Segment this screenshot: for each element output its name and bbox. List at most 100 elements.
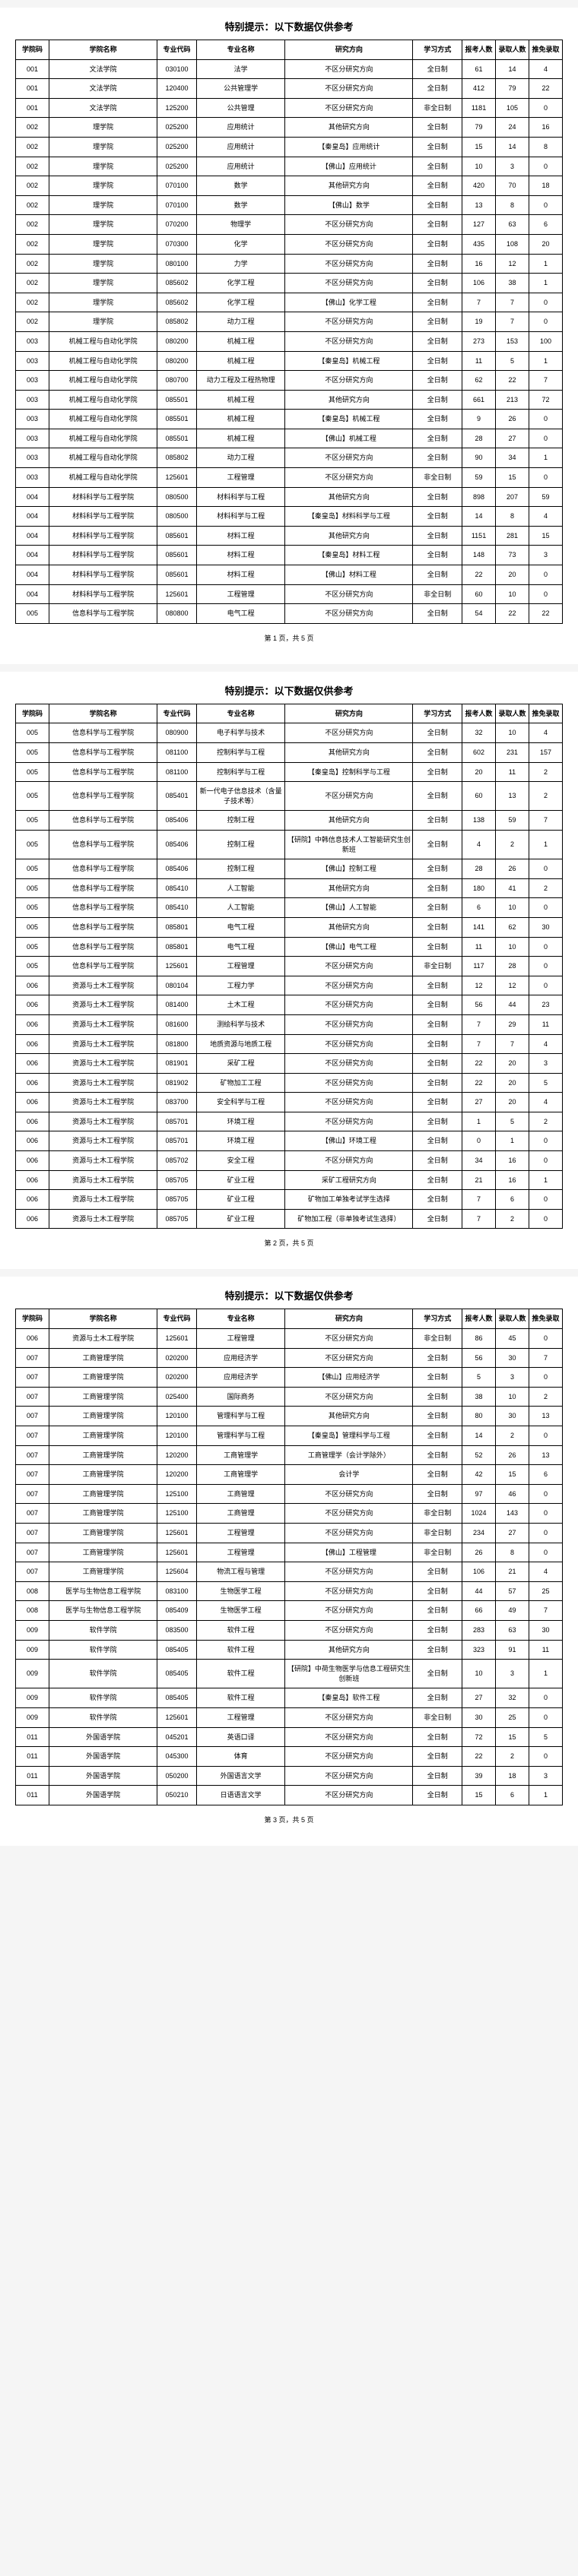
table-cell: 矿物加工工程 — [196, 1073, 284, 1093]
table-cell: 12 — [496, 976, 529, 995]
table-cell: 085802 — [157, 312, 197, 332]
table-cell: 不区分研究方向 — [285, 1786, 413, 1805]
table-cell: 125601 — [157, 468, 197, 488]
table-cell: 工程管理 — [196, 584, 284, 604]
table-cell: 工商管理学 — [196, 1465, 284, 1485]
table-cell: 工商管理学院 — [49, 1348, 157, 1368]
table-cell: 54 — [462, 604, 496, 624]
table-row: 005信息科学与工程学院085801电气工程其他研究方向全日制1416230 — [16, 917, 563, 937]
table-cell: 006 — [16, 1329, 49, 1349]
table-cell: 153 — [496, 331, 529, 351]
table-cell: 不区分研究方向 — [285, 1504, 413, 1524]
table-cell: 地质资源与地质工程 — [196, 1034, 284, 1054]
table-cell: 44 — [496, 995, 529, 1015]
header-row: 学院码学院名称专业代码专业名称研究方向学习方式报考人数录取人数推免录取 — [16, 1309, 563, 1329]
table-cell: 3 — [529, 1054, 562, 1074]
table-row: 002理学院025200应用统计【佛山】应用统计全日制1030 — [16, 157, 563, 176]
table-cell: 009 — [16, 1640, 49, 1660]
table-cell: 全日制 — [413, 1014, 462, 1034]
table-cell: 0 — [529, 312, 562, 332]
table-cell: 全日制 — [413, 565, 462, 585]
table-cell: 全日制 — [413, 546, 462, 565]
table-cell: 非全日制 — [413, 957, 462, 976]
table-cell: 125601 — [157, 957, 197, 976]
table-cell: 005 — [16, 859, 49, 879]
table-cell: 工程管理 — [196, 1707, 284, 1727]
table-cell: 16 — [496, 1170, 529, 1190]
table-cell: 213 — [496, 390, 529, 410]
table-cell: 143 — [496, 1504, 529, 1524]
table-cell: 125200 — [157, 98, 197, 118]
table-cell: 125100 — [157, 1484, 197, 1504]
table-row: 004材料科学与工程学院080500材料科学与工程其他研究方向全日制898207… — [16, 487, 563, 507]
table-cell: 44 — [462, 1581, 496, 1601]
table-cell: 不区分研究方向 — [285, 1707, 413, 1727]
table-cell: 007 — [16, 1523, 49, 1543]
table-cell: 不区分研究方向 — [285, 1562, 413, 1582]
table-cell: 理学院 — [49, 234, 157, 254]
table-cell: 085406 — [157, 859, 197, 879]
table-cell: 005 — [16, 937, 49, 957]
table-cell: 006 — [16, 995, 49, 1015]
table-cell: 002 — [16, 118, 49, 138]
table-cell: 资源与土木工程学院 — [49, 976, 157, 995]
table-cell: 085705 — [157, 1190, 197, 1210]
table-cell: 其他研究方向 — [285, 526, 413, 546]
table-cell: 不区分研究方向 — [285, 79, 413, 99]
table-cell: 5 — [529, 1727, 562, 1747]
table-cell: 002 — [16, 195, 49, 215]
table-cell: 004 — [16, 565, 49, 585]
table-cell: 不区分研究方向 — [285, 1348, 413, 1368]
table-cell: 全日制 — [413, 1484, 462, 1504]
table-cell: 7 — [462, 293, 496, 312]
table-cell: 控制工程 — [196, 859, 284, 879]
table-cell: 12 — [496, 254, 529, 274]
table-cell: 应用统计 — [196, 157, 284, 176]
table-cell: 信息科学与工程学院 — [49, 937, 157, 957]
table-cell: 理学院 — [49, 195, 157, 215]
table-cell: 007 — [16, 1348, 49, 1368]
table-cell: 英语口译 — [196, 1727, 284, 1747]
table-row: 009软件学院085405软件工程【研院】中荷生物医学与信息工程研究生创新班全日… — [16, 1660, 563, 1688]
table-cell: 应用统计 — [196, 118, 284, 138]
table-cell: 【佛山】材料工程 — [285, 565, 413, 585]
table-cell: 全日制 — [413, 507, 462, 527]
table-cell: 4 — [529, 1034, 562, 1054]
table-cell: 全日制 — [413, 1562, 462, 1582]
table-cell: 公共管理学 — [196, 79, 284, 99]
table-cell: 其他研究方向 — [285, 743, 413, 763]
table-cell: 非全日制 — [413, 98, 462, 118]
table-row: 004材料科学与工程学院080500材料科学与工程【秦皇岛】材料科学与工程全日制… — [16, 507, 563, 527]
table-cell: 软件工程 — [196, 1660, 284, 1688]
table-cell: 0 — [529, 1151, 562, 1171]
table-cell: 全日制 — [413, 917, 462, 937]
column-header: 学院名称 — [49, 40, 157, 60]
table-cell: 机械工程与自动化学院 — [49, 390, 157, 410]
table-cell: 22 — [462, 1054, 496, 1074]
table-cell: 全日制 — [413, 176, 462, 196]
table-cell: 27 — [496, 429, 529, 448]
table-cell: 工程管理 — [196, 1543, 284, 1562]
table-cell: 全日制 — [413, 1209, 462, 1229]
table-cell: 080200 — [157, 331, 197, 351]
table-row: 007工商管理学院125100工商管理不区分研究方向全日制97460 — [16, 1484, 563, 1504]
table-cell: 资源与土木工程学院 — [49, 1093, 157, 1112]
warning-text: 特别提示：以下数据仅供参考 — [15, 19, 563, 33]
table-cell: 不区分研究方向 — [285, 448, 413, 468]
table-cell: 4 — [529, 1093, 562, 1112]
table-cell: 8 — [496, 507, 529, 527]
table-cell: 非全日制 — [413, 1329, 462, 1349]
table-cell: 081400 — [157, 995, 197, 1015]
table-cell: 081100 — [157, 762, 197, 782]
table-cell: 全日制 — [413, 811, 462, 831]
table-cell: 125601 — [157, 1543, 197, 1562]
table-cell: 全日制 — [413, 762, 462, 782]
table-cell: 22 — [529, 79, 562, 99]
table-cell: 34 — [462, 1151, 496, 1171]
table-cell: 62 — [496, 917, 529, 937]
table-cell: 180 — [462, 878, 496, 898]
column-header: 专业名称 — [196, 40, 284, 60]
table-cell: 0 — [529, 957, 562, 976]
table-cell: 006 — [16, 1131, 49, 1151]
table-cell: 281 — [496, 526, 529, 546]
